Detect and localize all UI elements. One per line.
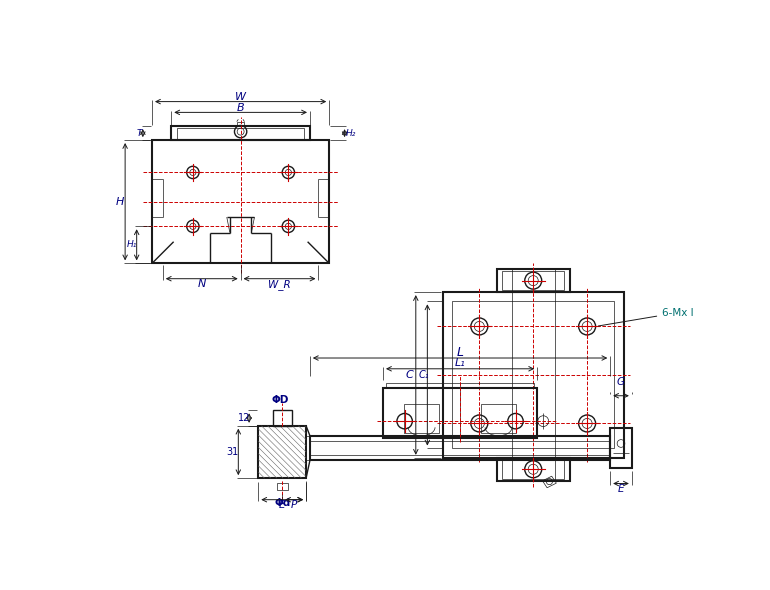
Bar xyxy=(443,292,624,458)
Text: C: C xyxy=(406,370,413,380)
Text: E: E xyxy=(618,484,624,494)
Bar xyxy=(171,126,310,140)
Text: 6-Mx I: 6-Mx I xyxy=(598,307,694,326)
Bar xyxy=(387,383,534,388)
Bar xyxy=(502,460,564,478)
Bar xyxy=(452,301,614,448)
Text: H₂: H₂ xyxy=(346,129,356,137)
Text: N: N xyxy=(198,279,206,289)
Text: Φd: Φd xyxy=(274,498,290,508)
Text: T: T xyxy=(136,129,142,137)
Text: L₁: L₁ xyxy=(455,358,465,368)
Bar xyxy=(258,426,306,478)
Bar xyxy=(502,271,564,290)
Bar xyxy=(497,458,570,481)
Bar xyxy=(277,483,288,490)
Bar xyxy=(237,122,244,126)
Bar xyxy=(610,428,632,468)
Bar xyxy=(497,269,570,292)
Text: P: P xyxy=(291,500,297,510)
Text: E: E xyxy=(279,500,286,510)
Bar xyxy=(310,436,610,460)
Text: 31: 31 xyxy=(227,447,239,457)
Text: B: B xyxy=(237,103,244,113)
Text: G: G xyxy=(617,377,625,387)
Bar xyxy=(383,388,537,438)
Text: W_R: W_R xyxy=(268,278,291,290)
Text: H: H xyxy=(116,196,124,206)
Bar xyxy=(481,404,516,434)
Bar xyxy=(273,411,292,426)
Text: W: W xyxy=(235,92,246,102)
Text: C₁: C₁ xyxy=(418,370,429,380)
Text: H₁: H₁ xyxy=(127,240,137,250)
Text: 12: 12 xyxy=(237,413,250,423)
Bar xyxy=(177,128,303,139)
Bar xyxy=(404,404,439,434)
Bar xyxy=(152,140,329,263)
Text: ΦD: ΦD xyxy=(272,395,290,405)
Text: L: L xyxy=(457,346,464,359)
